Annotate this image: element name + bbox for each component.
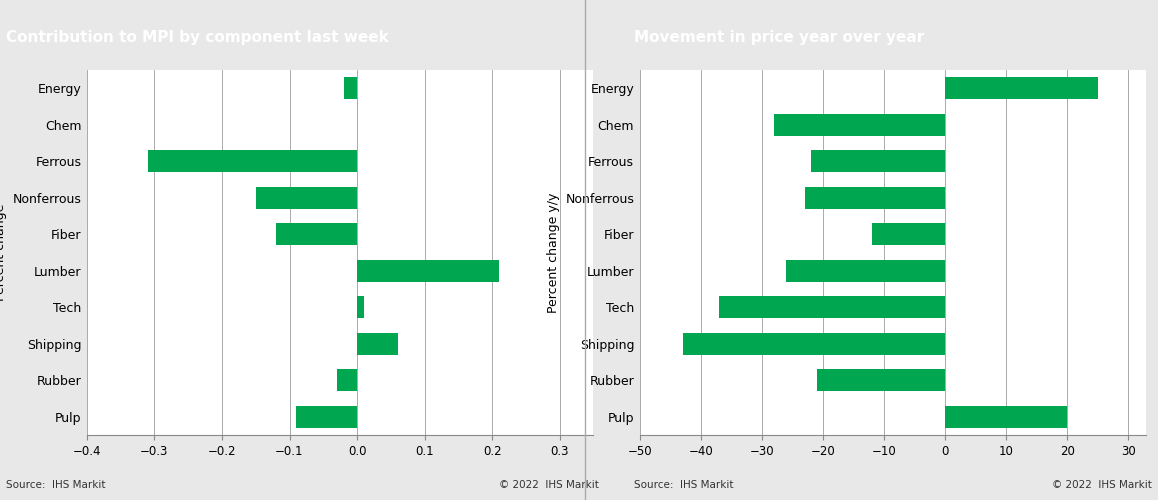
Y-axis label: Percent change: Percent change	[0, 204, 7, 301]
Text: © 2022  IHS Markit: © 2022 IHS Markit	[499, 480, 600, 490]
Bar	[786, 260, 945, 281]
Bar	[945, 406, 1067, 427]
Text: Source:  IHS Markit: Source: IHS Markit	[6, 480, 105, 490]
Text: Movement in price year over year: Movement in price year over year	[633, 30, 924, 45]
Bar	[805, 187, 945, 208]
Bar	[719, 296, 945, 318]
Bar	[872, 224, 945, 245]
Bar	[682, 333, 945, 354]
Bar	[357, 333, 397, 354]
Text: Contribution to MPI by component last week: Contribution to MPI by component last we…	[6, 30, 389, 45]
Bar	[148, 150, 357, 172]
Text: Source:  IHS Markit: Source: IHS Markit	[635, 480, 733, 490]
Bar	[357, 296, 364, 318]
Bar	[816, 370, 945, 391]
Bar	[256, 187, 357, 208]
Bar	[945, 78, 1098, 99]
Bar	[296, 406, 357, 427]
Bar	[774, 114, 945, 136]
Text: © 2022  IHS Markit: © 2022 IHS Markit	[1053, 480, 1152, 490]
Y-axis label: Percent change y/y: Percent change y/y	[547, 192, 559, 312]
Bar	[811, 150, 945, 172]
Bar	[344, 78, 357, 99]
Bar	[337, 370, 357, 391]
Bar	[276, 224, 357, 245]
Bar	[357, 260, 499, 281]
